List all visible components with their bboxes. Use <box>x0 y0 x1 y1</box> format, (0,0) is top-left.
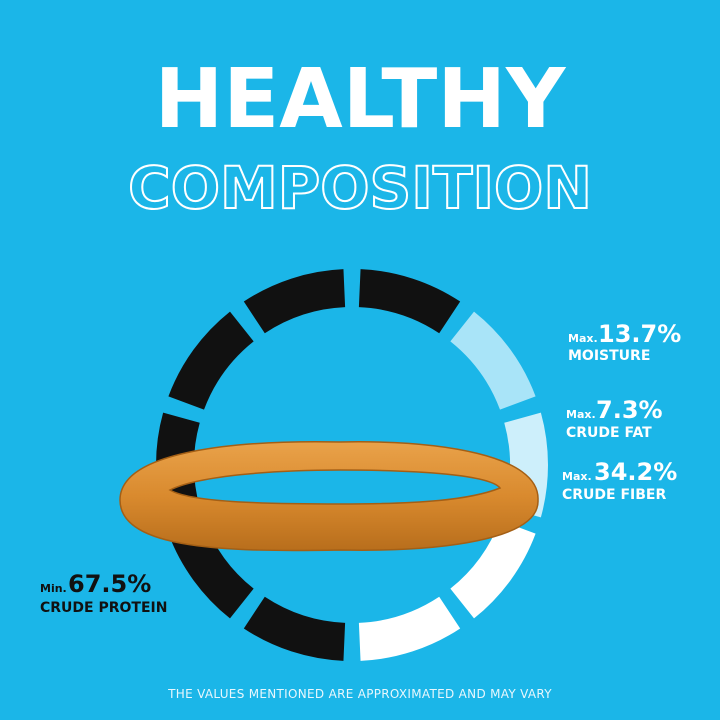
ring-segment <box>358 269 461 334</box>
title: HEALTHY <box>155 52 567 147</box>
label: CRUDE PROTEIN <box>40 600 167 616</box>
label: MOISTURE <box>568 348 650 364</box>
moisture: Max. 13.7% MOISTURE <box>568 320 681 364</box>
crude-fiber: Max. 34.2% CRUDE FIBER <box>562 458 677 503</box>
ring <box>156 269 548 661</box>
value: 34.2% <box>594 458 677 486</box>
ring-segment <box>243 269 346 334</box>
prefix: Max. <box>562 470 592 483</box>
ring-segment <box>450 311 536 410</box>
prefix: Max. <box>566 408 596 421</box>
subtitle: COMPOSITION <box>128 154 592 222</box>
value: 7.3% <box>596 396 663 424</box>
crude-protein: Min. 67.5% CRUDE PROTEIN <box>40 570 167 616</box>
ring-segment <box>243 596 346 661</box>
product-image <box>119 441 539 552</box>
label: CRUDE FAT <box>566 425 652 441</box>
prefix: Min. <box>40 582 67 595</box>
ring-segment <box>358 596 461 661</box>
ring-segment <box>168 311 254 410</box>
prefix: Max. <box>568 332 598 345</box>
label: CRUDE FIBER <box>562 487 666 503</box>
crude-fat: Max. 7.3% CRUDE FAT <box>566 396 663 441</box>
ring-segment <box>450 520 536 619</box>
value: 13.7% <box>598 320 681 348</box>
footer: THE VALUES MENTIONED ARE APPROXIMATED AN… <box>167 687 552 701</box>
value: 67.5% <box>68 570 151 598</box>
